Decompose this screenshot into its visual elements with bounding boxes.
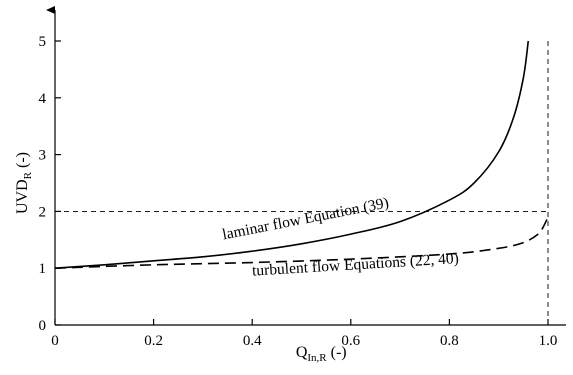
y-ticks: 0 1 2 3 4 5 <box>39 34 61 334</box>
x-tick-label: 0.8 <box>440 333 459 349</box>
series-line-laminar <box>54 40 530 269</box>
x-tick-label: 0.2 <box>144 333 163 349</box>
y-tick-label: 2 <box>39 204 47 220</box>
x-tick-label: 0 <box>51 333 59 349</box>
y-axis-title-main: UVD <box>14 179 31 214</box>
plot-area <box>54 40 549 325</box>
x-axis-title: QIn,R (-) <box>296 344 347 364</box>
y-tick-label: 3 <box>39 148 47 164</box>
y-tick-label: 0 <box>39 318 47 334</box>
y-axis-title-subscript: R <box>22 171 34 179</box>
x-tick-label: 0.4 <box>243 333 262 349</box>
y-tick-label: 4 <box>39 91 47 107</box>
annotation-turbulent: turbulent flow Equations (22, 40) <box>252 250 460 280</box>
x-axis-title-subscript: In,R <box>307 352 327 364</box>
annotation-laminar: laminar flow Equation (39) <box>221 194 390 243</box>
x-tick-label: 0.6 <box>341 333 360 349</box>
x-tick-label: 1.0 <box>539 333 558 349</box>
x-axis-title-main: Q <box>296 344 308 361</box>
x-axis-title-unit: (-) <box>327 344 347 361</box>
x-ticks: 0 0.2 0.4 0.6 0.8 1.0 <box>51 319 557 349</box>
series-line-turbulent <box>54 216 549 269</box>
y-axis-title-unit: (-) <box>14 152 31 172</box>
y-tick-label: 1 <box>39 261 47 277</box>
y-axis-title: UVDR (-) <box>14 152 34 214</box>
y-tick-label: 5 <box>39 34 47 50</box>
